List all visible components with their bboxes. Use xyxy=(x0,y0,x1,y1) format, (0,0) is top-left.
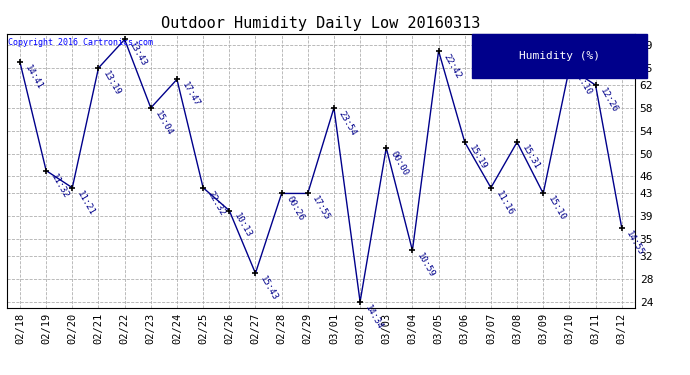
Text: 11:10: 11:10 xyxy=(572,69,593,97)
Text: 11:32: 11:32 xyxy=(49,172,70,200)
Text: 00:26: 00:26 xyxy=(284,195,306,223)
Text: 12:26: 12:26 xyxy=(598,87,620,114)
Text: 15:10: 15:10 xyxy=(546,195,567,223)
Text: 15:04: 15:04 xyxy=(154,109,175,137)
Text: 00:00: 00:00 xyxy=(389,149,411,177)
Text: 15:43: 15:43 xyxy=(258,274,279,303)
Text: 14:34: 14:34 xyxy=(363,303,384,331)
Text: 14:41: 14:41 xyxy=(23,64,44,92)
Text: 22:42: 22:42 xyxy=(442,52,462,80)
Text: 11:21: 11:21 xyxy=(75,189,97,217)
Text: 10:59: 10:59 xyxy=(415,252,437,280)
Text: 13:43: 13:43 xyxy=(128,41,148,69)
Text: 22:32: 22:32 xyxy=(206,189,227,217)
FancyBboxPatch shape xyxy=(471,34,647,78)
Title: Outdoor Humidity Daily Low 20160313: Outdoor Humidity Daily Low 20160313 xyxy=(161,16,480,31)
Text: Humidity (%): Humidity (%) xyxy=(519,51,600,61)
Text: 17:55: 17:55 xyxy=(310,195,332,223)
Text: 10:13: 10:13 xyxy=(232,212,253,240)
Text: 11:16: 11:16 xyxy=(493,189,515,217)
Text: 23:54: 23:54 xyxy=(337,109,358,137)
Text: 13:19: 13:19 xyxy=(101,69,123,97)
Text: 14:55: 14:55 xyxy=(624,229,646,257)
Text: 17:47: 17:47 xyxy=(179,81,201,108)
Text: Copyright 2016 Cartronics.com: Copyright 2016 Cartronics.com xyxy=(8,38,152,47)
Text: 15:31: 15:31 xyxy=(520,144,541,171)
Text: 15:19: 15:19 xyxy=(468,144,489,171)
